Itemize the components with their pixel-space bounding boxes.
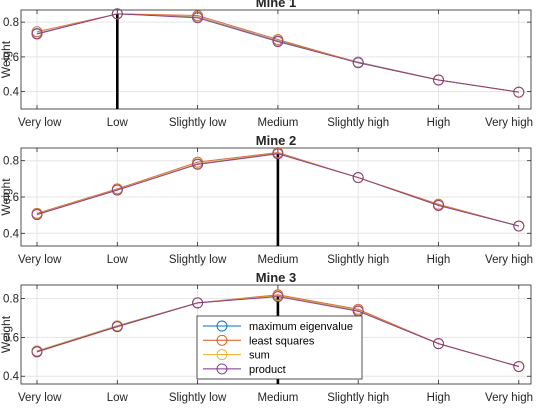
x-tick-label: Low — [107, 117, 129, 129]
data-point — [433, 74, 444, 86]
y-tick-label: 0.6 — [3, 332, 19, 344]
legend-label: least squares — [249, 335, 315, 347]
y-tick-label: 0.4 — [3, 371, 20, 383]
data-point — [272, 148, 284, 160]
y-axis-label: Weight — [0, 315, 13, 353]
series-line — [36, 296, 519, 368]
y-tick-label: 0.8 — [3, 156, 19, 168]
x-tick-label: Medium — [257, 117, 298, 129]
legend-label: maximum eigenvalue — [249, 321, 353, 333]
x-tick-label: Low — [107, 392, 129, 404]
y-tick-label: 0.4 — [3, 228, 20, 240]
x-tick-label: Very low — [18, 117, 62, 129]
x-tick-label: Slightly low — [169, 117, 227, 129]
y-tick-label: 0.4 — [3, 87, 20, 99]
data-point — [31, 28, 43, 40]
axis-box — [20, 284, 532, 385]
legend: maximum eigenvalue least squares sum produc… — [196, 315, 363, 380]
chart-title: Mine 2 — [256, 133, 296, 148]
x-tick-label: High — [427, 392, 451, 404]
chart-panel-2: Very low Low Slightly low Medium Slightly hi… — [0, 133, 533, 266]
data-point — [111, 321, 123, 332]
x-tick-label: Low — [107, 254, 129, 266]
axis-box — [20, 9, 532, 110]
series-line — [36, 152, 519, 227]
x-tick-label: Slightly low — [169, 392, 227, 404]
data-point — [352, 57, 364, 69]
legend-label: sum — [249, 350, 270, 362]
data-point — [192, 12, 204, 24]
legend-marker — [216, 349, 228, 361]
legend-marker — [216, 363, 228, 375]
data-point — [272, 36, 284, 48]
series-line — [36, 153, 519, 227]
data-point — [192, 158, 204, 170]
y-axis-label: Weight — [0, 178, 13, 216]
x-tick-label: Very high — [485, 117, 533, 129]
data-point — [513, 220, 525, 232]
y-tick-label: 0.8 — [3, 294, 19, 306]
chart-title: Mine 1 — [256, 0, 296, 10]
x-tick-label: High — [427, 117, 451, 129]
y-axis-label: Weight — [0, 40, 13, 78]
x-tick-label: Slightly low — [169, 254, 227, 266]
x-tick-label: Slightly high — [327, 254, 389, 266]
x-tick-label: High — [427, 254, 451, 266]
x-tick-label: Very low — [18, 254, 62, 266]
x-tick-label: Slightly high — [327, 392, 389, 404]
series-line — [36, 13, 519, 93]
data-point — [272, 291, 284, 303]
data-point — [31, 346, 43, 358]
plot-area — [21, 10, 531, 109]
x-tick-label: Slightly high — [327, 117, 389, 129]
x-tick-label: Very high — [485, 254, 533, 266]
chart-panel-3: Very low Low Slightly low Medium Slightly hi… — [0, 270, 533, 404]
x-tick-label: Medium — [257, 254, 298, 266]
data-point — [513, 86, 525, 98]
x-tick-label: Very low — [18, 392, 62, 404]
data-point — [111, 184, 123, 196]
data-point — [513, 361, 525, 372]
legend-marker — [216, 320, 228, 332]
data-point — [352, 172, 364, 184]
data-point — [192, 297, 204, 309]
y-tick-label: 0.6 — [3, 52, 19, 64]
chart-panels: Very low Low Slightly low Medium Slightly hi… — [0, 0, 533, 404]
legend-label: product — [249, 364, 286, 376]
chart-panel-1: Very low Low Slightly low Medium Slightly hi… — [0, 0, 533, 129]
data-point — [433, 200, 444, 211]
y-tick-label: 0.6 — [3, 192, 19, 204]
x-tick-label: Very high — [485, 392, 533, 404]
legend-marker — [216, 334, 228, 346]
chart-title: Mine 3 — [256, 270, 296, 285]
x-tick-label: Medium — [257, 392, 298, 404]
data-point — [111, 8, 123, 20]
data-point — [31, 209, 43, 221]
data-point — [433, 338, 444, 350]
y-tick-label: 0.8 — [3, 17, 19, 29]
